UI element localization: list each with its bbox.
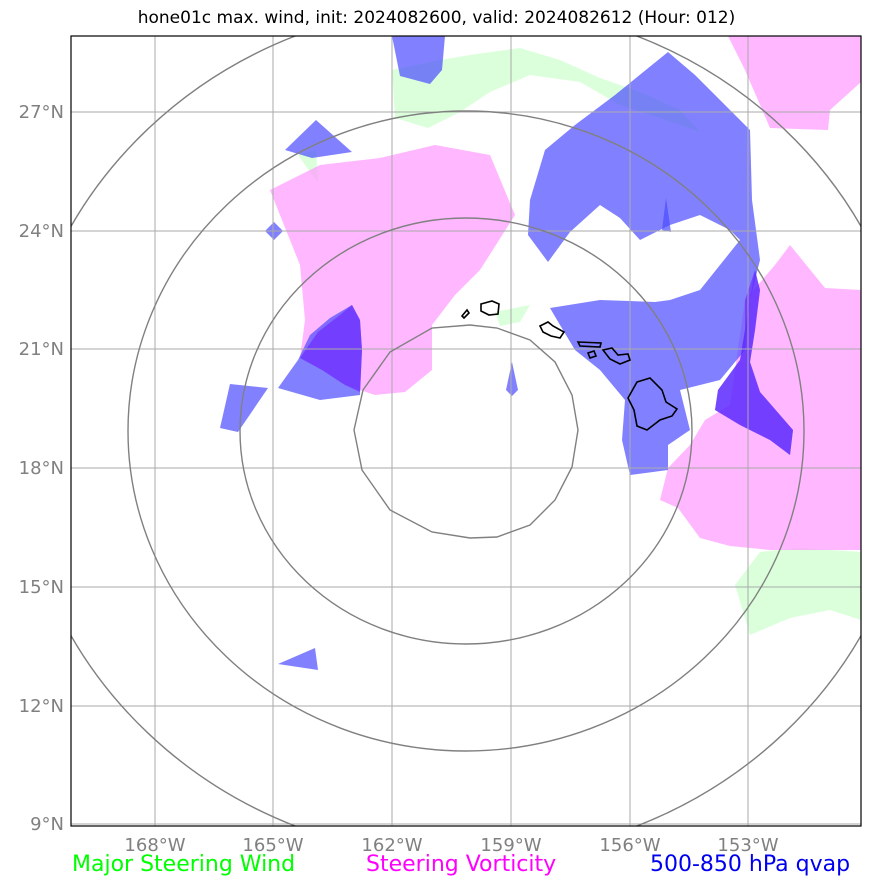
lat-label: 9°N <box>30 814 64 835</box>
range-rings <box>71 36 861 826</box>
range-ring-3 <box>127 110 805 752</box>
lat-label: 15°N <box>19 577 64 598</box>
island-molokai <box>576 341 603 348</box>
lon-label: 168°W <box>124 835 185 856</box>
overlap-area <box>715 270 793 455</box>
coastlines <box>460 300 679 431</box>
island-lanai <box>586 350 598 359</box>
island-niihau <box>460 308 471 320</box>
lon-label: 159°W <box>480 835 541 856</box>
lon-label: 165°W <box>242 835 303 856</box>
lat-label: 24°N <box>19 221 64 242</box>
island-maui <box>601 347 631 365</box>
vorticity-area <box>728 36 861 130</box>
lat-label: 21°N <box>19 339 64 360</box>
qvap-area <box>662 198 671 232</box>
map-title: hone01c max. wind, init: 2024082600, val… <box>137 8 736 28</box>
qvap-area <box>278 648 318 670</box>
lon-label: 162°W <box>361 835 422 856</box>
qvap-area <box>528 52 760 475</box>
qvap-area <box>285 120 352 158</box>
island-hawaii <box>627 377 679 431</box>
range-ring-1 <box>353 324 579 539</box>
island-kauai <box>480 300 500 316</box>
lat-label: 18°N <box>19 458 64 479</box>
lat-label: 12°N <box>19 696 64 717</box>
steering-wind-area <box>392 48 700 132</box>
steering-wind-areas <box>298 48 861 635</box>
legend-steering-vorticity: Steering Vorticity <box>366 852 557 877</box>
map-frame <box>70 35 862 827</box>
steering-wind-area <box>495 305 530 326</box>
gridlines <box>71 36 861 826</box>
qvap-area <box>506 362 518 396</box>
steering-wind-area <box>735 548 861 635</box>
qvap-area <box>392 36 445 84</box>
steering-vorticity-areas <box>270 36 861 550</box>
lat-label: 27°N <box>19 102 64 123</box>
legend-steering-wind: Major Steering Wind <box>72 852 296 877</box>
island-oahu <box>538 321 566 339</box>
legend-qvap: 500-850 hPa qvap <box>650 852 851 877</box>
range-ring-2 <box>239 217 693 645</box>
lon-label: 153°W <box>717 835 778 856</box>
lon-label: 156°W <box>599 835 660 856</box>
qvap-area <box>220 384 268 432</box>
